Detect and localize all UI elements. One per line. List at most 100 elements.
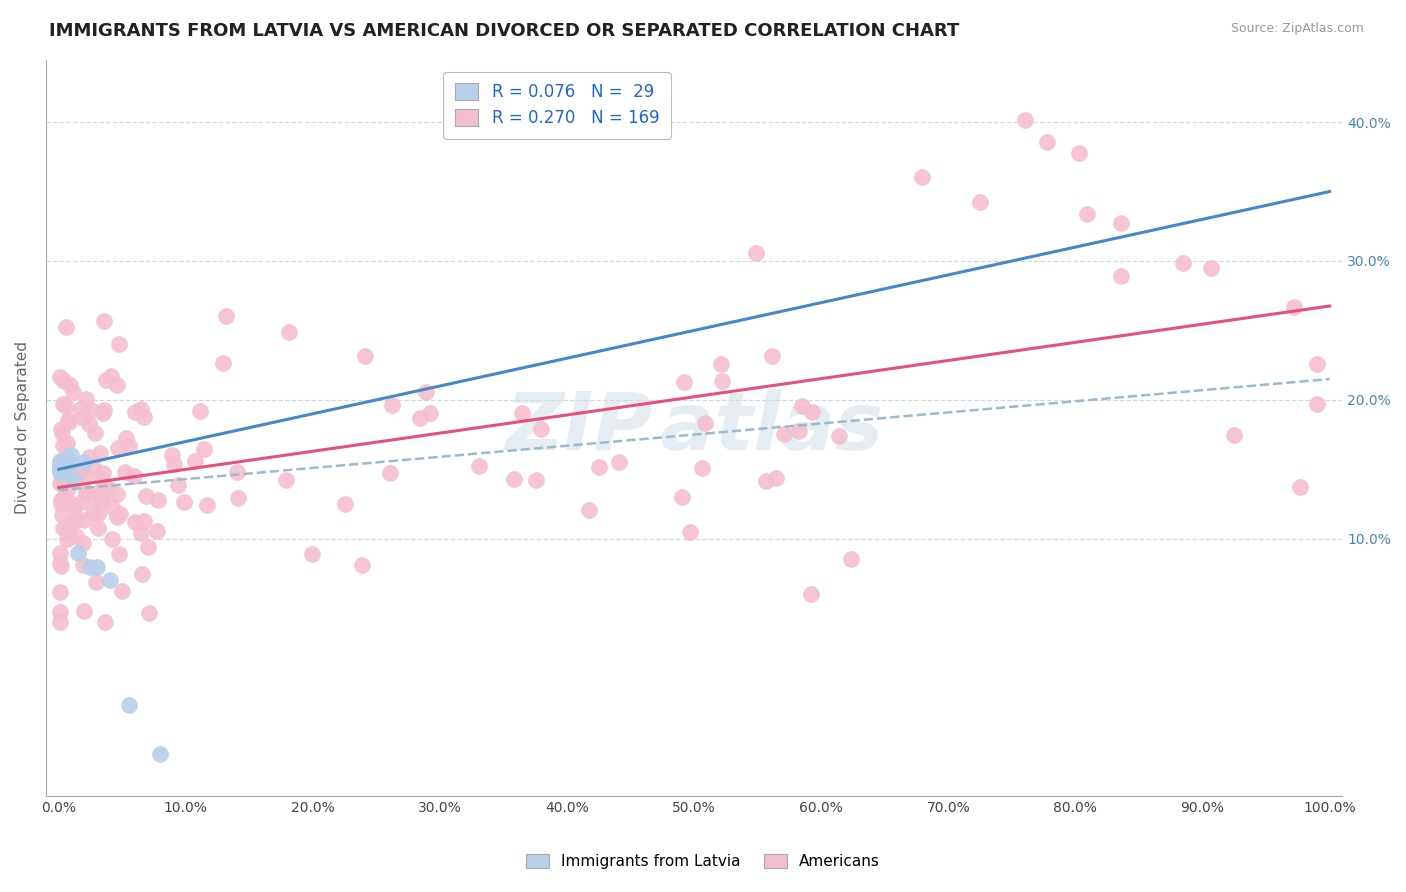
Point xyxy=(72,536,94,550)
Point xyxy=(131,526,153,541)
Point xyxy=(49,455,72,469)
Point xyxy=(65,513,87,527)
Point xyxy=(184,454,207,468)
Point xyxy=(49,615,72,629)
Point xyxy=(77,417,100,432)
Point xyxy=(51,462,73,476)
Point xyxy=(58,415,80,429)
Point xyxy=(1171,256,1194,270)
Point xyxy=(51,426,73,441)
Point xyxy=(72,410,94,425)
Point xyxy=(135,489,157,503)
Point xyxy=(91,486,114,500)
Point xyxy=(110,584,132,599)
Point xyxy=(105,378,128,392)
Point xyxy=(53,455,76,469)
Point xyxy=(1036,135,1059,149)
Point xyxy=(73,513,96,527)
Point xyxy=(51,497,73,511)
Point xyxy=(49,457,72,471)
Point xyxy=(72,494,94,508)
Point xyxy=(93,405,115,419)
Point xyxy=(66,546,89,560)
Point xyxy=(49,464,72,478)
Point xyxy=(124,515,146,529)
Point xyxy=(226,465,249,479)
Text: IMMIGRANTS FROM LATVIA VS AMERICAN DIVORCED OR SEPARATED CORRELATION CHART: IMMIGRANTS FROM LATVIA VS AMERICAN DIVOR… xyxy=(49,22,959,40)
Point xyxy=(800,587,823,601)
Point xyxy=(80,402,103,417)
Point xyxy=(56,413,79,427)
Point xyxy=(1014,113,1036,128)
Point xyxy=(117,698,139,713)
Point xyxy=(839,552,862,566)
Point xyxy=(1306,357,1329,371)
Point xyxy=(63,501,86,516)
Point xyxy=(468,458,491,473)
Point xyxy=(51,462,73,476)
Point xyxy=(353,349,375,363)
Point xyxy=(51,467,73,481)
Point xyxy=(75,468,97,483)
Point xyxy=(146,492,169,507)
Point xyxy=(49,458,72,473)
Point xyxy=(690,460,713,475)
Point xyxy=(90,494,112,508)
Point xyxy=(87,521,110,535)
Point xyxy=(69,401,91,416)
Point xyxy=(108,507,131,521)
Point xyxy=(787,424,810,438)
Point xyxy=(226,491,249,505)
Point xyxy=(146,524,169,538)
Point xyxy=(193,442,215,457)
Point xyxy=(792,399,814,413)
Point xyxy=(56,525,79,540)
Point xyxy=(911,170,934,185)
Point xyxy=(58,481,80,495)
Legend: R = 0.076   N =  29, R = 0.270   N = 169: R = 0.076 N = 29, R = 0.270 N = 169 xyxy=(443,71,671,139)
Point xyxy=(1306,397,1329,411)
Point xyxy=(63,474,86,488)
Point xyxy=(607,455,630,469)
Point xyxy=(107,441,129,455)
Point xyxy=(51,472,73,486)
Point xyxy=(167,477,190,491)
Point xyxy=(55,320,77,334)
Point xyxy=(55,491,77,506)
Point xyxy=(149,747,172,761)
Point xyxy=(163,458,186,472)
Point xyxy=(56,533,79,547)
Point xyxy=(49,585,72,599)
Point xyxy=(415,384,437,399)
Point xyxy=(672,375,695,389)
Point xyxy=(333,497,356,511)
Point xyxy=(773,427,796,442)
Point xyxy=(122,469,145,483)
Point xyxy=(124,405,146,419)
Point xyxy=(1069,145,1091,160)
Legend: Immigrants from Latvia, Americans: Immigrants from Latvia, Americans xyxy=(520,848,886,875)
Point xyxy=(588,459,610,474)
Point xyxy=(419,406,441,420)
Point xyxy=(49,454,72,468)
Point xyxy=(49,546,72,560)
Point xyxy=(100,368,122,383)
Point xyxy=(693,416,716,430)
Point xyxy=(87,508,110,522)
Point xyxy=(75,392,97,406)
Point xyxy=(51,454,73,468)
Point xyxy=(89,484,111,499)
Point xyxy=(79,559,101,574)
Point xyxy=(101,500,124,515)
Point xyxy=(93,615,115,629)
Point xyxy=(1284,300,1306,314)
Point xyxy=(49,475,72,490)
Point xyxy=(49,493,72,508)
Point xyxy=(52,491,75,505)
Point xyxy=(62,384,84,399)
Point xyxy=(97,481,120,495)
Point xyxy=(114,431,136,445)
Point xyxy=(56,436,79,450)
Point xyxy=(51,458,73,472)
Point xyxy=(93,314,115,328)
